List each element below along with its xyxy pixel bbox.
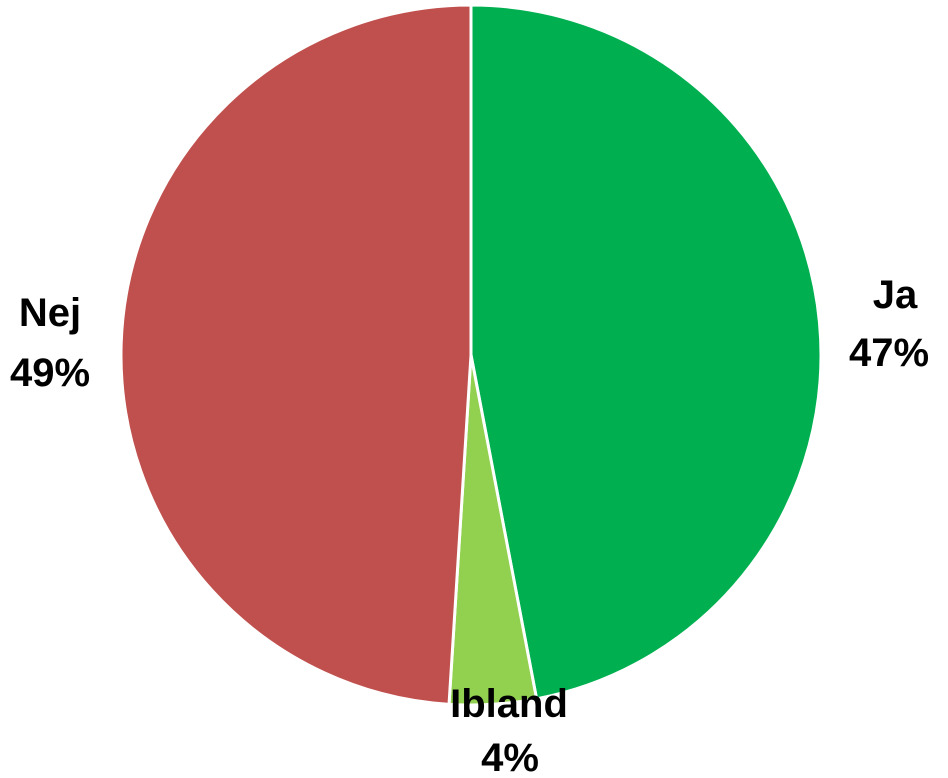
label-nej-value: 49% [10,351,90,395]
slice-ja [469,3,823,701]
label-ibland-value: 4% [481,736,539,778]
label-ja-name: Ja [873,273,918,317]
label-ibland-name: Ibland [450,682,568,726]
label-ja-value: 47% [849,331,929,375]
slice-nej [119,3,473,706]
slice-labels: Ja 47% Ibland 4% Nej 49% [10,273,929,778]
pie-slices [119,3,823,707]
label-nej-name: Nej [19,291,81,335]
